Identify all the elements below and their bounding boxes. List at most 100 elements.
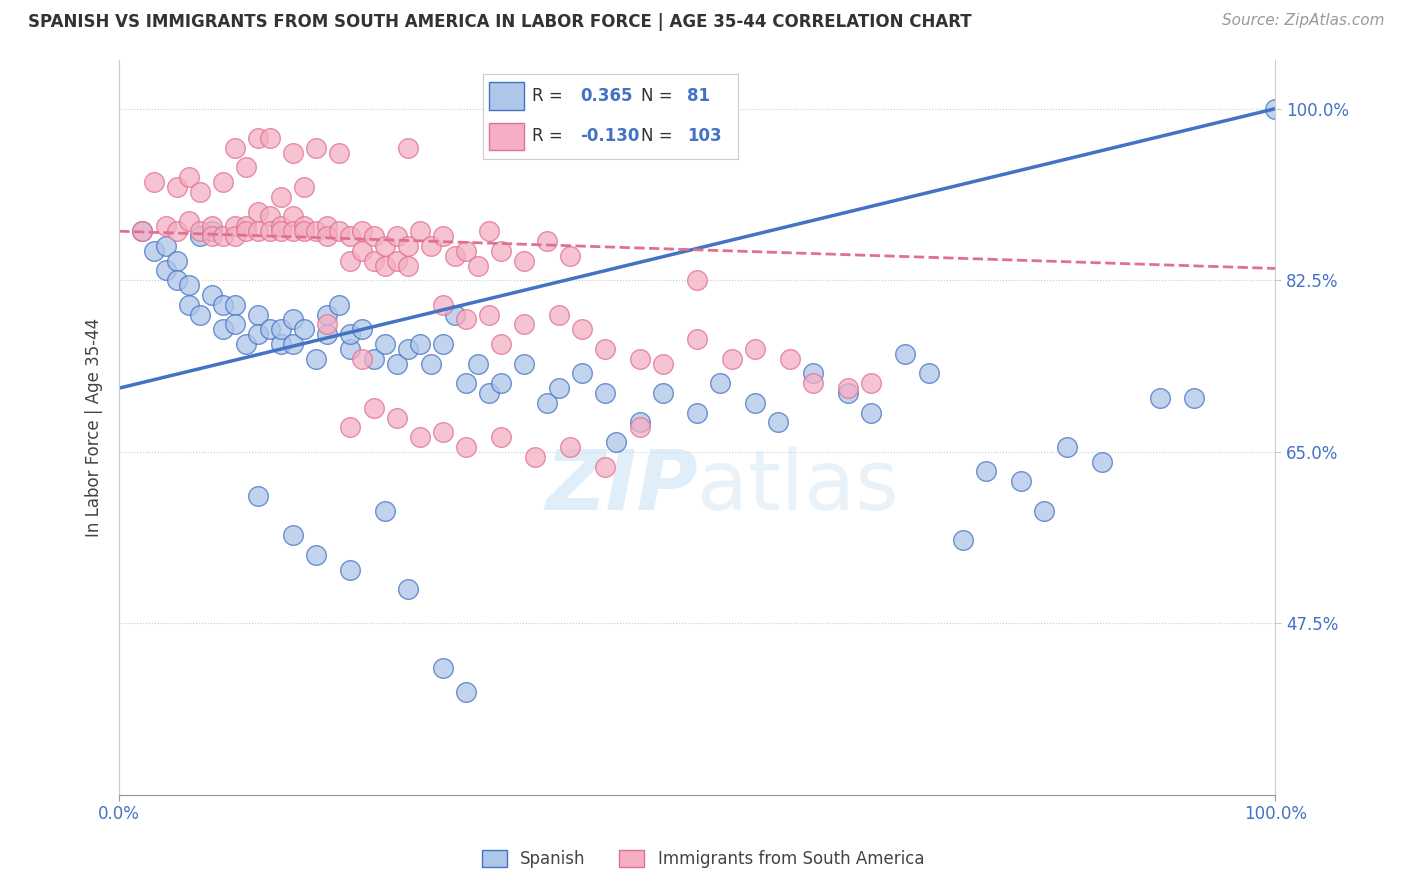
Point — [385, 410, 408, 425]
Point — [976, 465, 998, 479]
Point — [385, 357, 408, 371]
Point — [305, 224, 328, 238]
Point — [1056, 440, 1078, 454]
Point — [166, 224, 188, 238]
Point — [385, 253, 408, 268]
Point — [686, 273, 709, 287]
Point — [1091, 455, 1114, 469]
Point — [224, 229, 246, 244]
Point — [560, 249, 582, 263]
Point — [281, 312, 304, 326]
Point — [281, 210, 304, 224]
Point — [212, 322, 235, 336]
Point — [536, 234, 558, 248]
Point — [374, 337, 396, 351]
Point — [1149, 391, 1171, 405]
Point — [744, 342, 766, 356]
Point — [1264, 102, 1286, 116]
Point — [188, 185, 211, 199]
Point — [432, 660, 454, 674]
Point — [224, 219, 246, 234]
Point — [212, 175, 235, 189]
Point — [443, 249, 465, 263]
Point — [166, 180, 188, 194]
Point — [385, 229, 408, 244]
Point — [177, 214, 200, 228]
Point — [524, 450, 547, 464]
Point — [894, 347, 917, 361]
Point — [316, 219, 339, 234]
Text: atlas: atlas — [697, 446, 898, 526]
Point — [396, 582, 419, 596]
Point — [270, 224, 292, 238]
Point — [443, 308, 465, 322]
Point — [593, 342, 616, 356]
Point — [547, 381, 569, 395]
Point — [363, 253, 385, 268]
Point — [859, 376, 882, 391]
Point — [155, 239, 177, 253]
Point — [513, 357, 536, 371]
Point — [305, 548, 328, 562]
Point — [270, 337, 292, 351]
Point — [281, 337, 304, 351]
Point — [432, 425, 454, 440]
Point — [374, 259, 396, 273]
Point — [396, 239, 419, 253]
Point — [409, 337, 432, 351]
Point — [224, 141, 246, 155]
Point — [328, 145, 350, 160]
Point — [513, 253, 536, 268]
Point — [801, 376, 824, 391]
Point — [177, 170, 200, 185]
Point — [1184, 391, 1206, 405]
Point — [188, 308, 211, 322]
Point — [432, 337, 454, 351]
Point — [478, 386, 501, 401]
Point — [188, 229, 211, 244]
Point — [212, 298, 235, 312]
Point — [363, 351, 385, 366]
Point — [456, 312, 478, 326]
Point — [420, 357, 443, 371]
Point — [628, 416, 651, 430]
Point — [768, 416, 790, 430]
Point — [235, 161, 257, 175]
Point — [628, 351, 651, 366]
Text: ZIP: ZIP — [544, 446, 697, 526]
Point — [593, 386, 616, 401]
Point — [201, 219, 224, 234]
Point — [1033, 504, 1056, 518]
Point — [339, 229, 361, 244]
Point — [571, 367, 593, 381]
Point — [432, 298, 454, 312]
Point — [155, 263, 177, 277]
Point — [247, 224, 270, 238]
Point — [316, 327, 339, 342]
Point — [363, 401, 385, 415]
Point — [489, 376, 512, 391]
Point — [352, 322, 374, 336]
Point — [328, 224, 350, 238]
Point — [352, 351, 374, 366]
Point — [396, 141, 419, 155]
Point — [513, 318, 536, 332]
Point — [316, 308, 339, 322]
Point — [396, 259, 419, 273]
Y-axis label: In Labor Force | Age 35-44: In Labor Force | Age 35-44 — [86, 318, 103, 537]
Point — [142, 244, 165, 258]
Point — [628, 420, 651, 434]
Point — [339, 562, 361, 576]
Point — [456, 244, 478, 258]
Point — [270, 190, 292, 204]
Point — [259, 322, 281, 336]
Point — [409, 430, 432, 444]
Point — [478, 224, 501, 238]
Point — [420, 239, 443, 253]
Point — [651, 386, 673, 401]
Point — [605, 435, 627, 450]
Point — [721, 351, 744, 366]
Point — [409, 224, 432, 238]
Legend: Spanish, Immigrants from South America: Spanish, Immigrants from South America — [475, 843, 931, 875]
Point — [339, 253, 361, 268]
